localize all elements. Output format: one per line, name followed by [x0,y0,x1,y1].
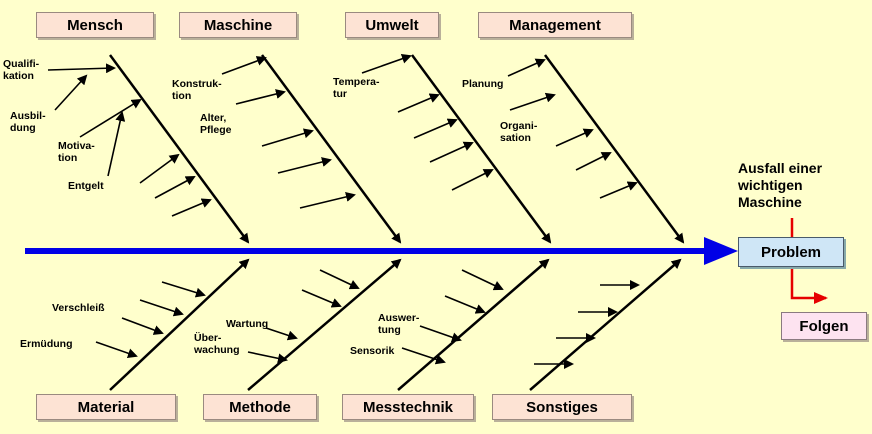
bone-methode [247,258,402,391]
cause-verschleiss: Verschleiß [52,302,105,314]
arrow-maschine-a [261,128,314,147]
bone-sonstiges [529,258,682,391]
category-messtechnik: Messtechnik [342,394,474,420]
cause-ausbildung: Ausbil- dung [10,110,46,134]
cause-konstruktion: Konstruk- tion [172,78,222,102]
cause-ueberwachung: Über- wachung [194,332,240,356]
arrow-management-b [575,152,612,171]
bone-mensch [108,54,250,244]
arrow-wartung [265,327,298,341]
cause-entgelt: Entgelt [68,180,104,192]
cause-motivation: Motiva- tion [58,140,95,164]
arrow-mensch-a [139,153,180,184]
arrow-temperatur [361,53,412,74]
arrow-management-c [599,181,638,199]
bone-umwelt [410,54,552,244]
problem-box: Problem [738,237,844,267]
arrow-maschine-b [277,157,332,174]
arrow-organisation [509,92,556,111]
category-mensch: Mensch [36,12,154,38]
arrow-ueberwachung [247,351,288,364]
arrow-messtechnik-a [461,269,504,291]
cause-organisation: Organi- sation [500,120,538,144]
arrow-qualifikation [47,63,116,74]
consequence-arrow [790,267,828,304]
cause-planung: Planung [462,78,504,90]
arrow-auswertung [419,325,462,343]
arrow-mensch-c [171,198,212,217]
arrow-material-a [161,281,206,298]
arrow-management-a [555,128,594,147]
arrow-umwelt-b [413,118,458,139]
category-sonstiges: Sonstiges [492,394,632,420]
cause-sensorik: Sensorik [350,345,395,357]
arrow-mensch-b [154,176,196,199]
bone-maschine [260,54,402,244]
arrow-konstruktion [221,56,267,75]
bone-management [543,54,685,244]
arrow-methode-b [301,289,342,308]
cause-ermuedung: Ermüdung [20,338,73,350]
arrow-planung [507,58,546,77]
category-management: Management [478,12,632,38]
arrow-motivation-1 [79,98,142,138]
cause-temperatur: Tempera- tur [333,76,380,100]
arrow-verschleiss [121,317,164,335]
category-material: Material [36,394,176,420]
arrow-ausbildung [54,74,88,111]
cause-wartung: Wartung [226,318,269,330]
category-methode: Methode [203,394,317,420]
arrow-maschine-c [299,192,356,209]
category-maschine: Maschine [179,12,297,38]
arrow-ermuedung [95,341,138,359]
arrow-methode-a [319,269,360,290]
arrow-umwelt-d [451,169,494,191]
arrow-umwelt-a [397,93,440,113]
arrow-messtechnik-b [444,295,486,314]
arrow-sensorik [401,347,446,365]
arrow-entgelt [107,111,126,177]
failure-note: Ausfall einer wichtigen Maschine [738,160,823,210]
arrow-alter [235,89,286,105]
bone-messtechnik [397,258,550,391]
spine-arrowhead [704,237,738,265]
cause-auswertung: Auswer- tung [378,312,420,336]
cause-alter-pflege: Alter, Pflege [200,112,232,136]
arrow-umwelt-c [429,141,474,163]
cause-qualifikation: Qualifi- kation [3,58,40,82]
bone-material [109,258,250,391]
category-umwelt: Umwelt [345,12,439,38]
consequence-box: Folgen [781,312,867,340]
arrow-material-b [139,299,184,317]
